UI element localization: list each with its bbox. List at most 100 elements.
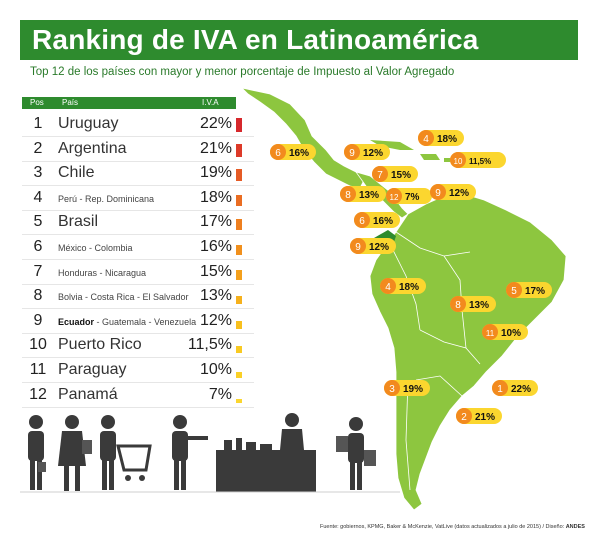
badge-rank-circle [380, 278, 396, 294]
table-row: 7 Honduras - Nicaragua 15% [22, 260, 254, 285]
rate-bar [236, 219, 242, 231]
badge-rank-circle [344, 144, 360, 160]
table-row: 6 México - Colombia 16% [22, 235, 254, 260]
badge-rank: 3 [389, 384, 395, 395]
badge-rank-circle [450, 152, 466, 168]
table-row: 11 Paraguay 10% [22, 358, 254, 383]
shoppers-svg [20, 413, 400, 493]
table-row: 5 Brasil 17% [22, 210, 254, 236]
map-badge: 6 16% [354, 212, 400, 228]
badge-rank-circle [350, 238, 366, 254]
map-badge: 12 7% [386, 188, 432, 204]
badge-rank-circle [418, 130, 434, 146]
south-america-shape [369, 193, 567, 511]
badge-rank-circle [340, 186, 356, 202]
cuba-shape [370, 140, 414, 150]
badge-rank: 8 [345, 190, 351, 201]
badge-rank: 7 [377, 170, 383, 181]
mexico-shape [240, 87, 365, 189]
row-country: Argentina [58, 139, 127, 157]
badge-rate: 11,5% [469, 157, 491, 166]
badge-rank-circle [450, 296, 466, 312]
badge-rate: 12% [449, 188, 469, 199]
row-rate: 16% [199, 238, 232, 255]
row-rate: 15% [199, 262, 232, 280]
map-badge: 8 13% [340, 186, 386, 202]
person-standing-icon [28, 415, 46, 490]
latam-map-svg: 6 16% 9 12%7 15%8 13% 12 7%4 18%10 11,5%9 12%6 16%9… [240, 87, 567, 511]
badge-rate: 22% [511, 384, 531, 395]
table-row: 3 Chile 19% [22, 161, 254, 187]
row-rate: 22% [199, 115, 232, 132]
map-badge: 2 21% [456, 408, 502, 424]
customer-at-counter-icon [172, 415, 208, 490]
cart-shopper-icon [100, 415, 152, 490]
map-badge: 6 16% [270, 144, 316, 160]
badge-rate: 13% [469, 300, 489, 311]
table-row: 10 Puerto Rico 11,5% [22, 333, 254, 359]
row-country: México - Colombia [58, 243, 133, 253]
row-position: 11 [29, 361, 47, 378]
badge-rank: 6 [359, 216, 365, 227]
map-badge: 4 18% [380, 278, 426, 294]
row-country: Bolvia - Costa Rica - El Salvador [58, 292, 189, 303]
row-rate: 10% [199, 361, 232, 378]
cashier-icon [280, 413, 304, 450]
badge-rank: 9 [349, 148, 355, 159]
page-title: Ranking de IVA en Latinoamérica [32, 24, 479, 55]
badge-rank: 10 [454, 157, 463, 166]
badge-rank-circle [506, 282, 522, 298]
badge-rank-circle [430, 184, 446, 200]
badge-rank: 12 [390, 193, 399, 202]
badge-rank: 11 [486, 329, 495, 338]
map-badge: 1 22% [492, 380, 538, 396]
map: 6 16% 9 12% 7 15% 8 13% 12 7% 4 18% 10 11,5% 9 12% 6 16% 9… [230, 80, 585, 520]
row-rate: 7% [208, 385, 232, 403]
badge-rank-circle [372, 166, 388, 182]
row-position: 6 [33, 238, 43, 255]
checkout-counter-icon [216, 438, 316, 492]
row-position: 3 [33, 164, 43, 182]
row-country: Brasil [58, 213, 99, 231]
row-country: Perú - Rep. Dominicana [58, 193, 155, 204]
row-position: 7 [33, 262, 43, 280]
source-brand: ANDES [565, 524, 585, 530]
row-rate: 12% [199, 311, 232, 329]
rate-bar [236, 194, 242, 206]
row-position: 9 [33, 311, 43, 329]
row-position: 5 [33, 213, 43, 231]
badge-rank: 4 [423, 134, 429, 145]
badge-rank: 6 [275, 148, 281, 159]
table-row: 4 Perú - Rep. Dominicana 18% [22, 186, 254, 211]
map-badge: 7 15% [372, 166, 418, 182]
row-position: 4 [33, 188, 43, 206]
puerto-rico-shape [444, 158, 452, 162]
table-row: 9 Ecuador - Guatemala - Venezuela 12% [22, 309, 254, 334]
badge-rate: 12% [369, 242, 389, 253]
header-pos: Pos [30, 98, 44, 107]
source-note: Fuente: gobiernos, KPMG, Baker & McKenzi… [320, 524, 585, 530]
subtitle: Top 12 de los países con mayor y menor p… [30, 66, 455, 78]
badge-rank-circle [456, 408, 472, 424]
badge-rate: 18% [399, 282, 419, 293]
shoppers-illustration [20, 410, 400, 510]
map-badge: 10 11,5% [450, 152, 506, 168]
badge-rank: 5 [511, 286, 517, 297]
row-country: Ecuador - Guatemala - Venezuela [58, 317, 196, 327]
map-badge: 9 12% [350, 238, 396, 254]
rate-bar [236, 245, 242, 255]
badge-rank: 4 [385, 282, 391, 293]
rate-bar [236, 320, 242, 329]
title-bar: Ranking de IVA en Latinoamérica [20, 20, 578, 60]
badge-rank-circle [270, 144, 286, 160]
badge-rate: 16% [373, 216, 393, 227]
row-position: 10 [29, 336, 47, 354]
rate-bar [236, 346, 242, 354]
badge-rate: 15% [391, 170, 411, 181]
row-country-bold: Ecuador [58, 316, 95, 327]
map-badge: 8 13% [450, 296, 496, 312]
badge-rank-circle [386, 188, 402, 204]
row-country-rest: - Guatemala - Venezuela [94, 316, 197, 327]
badge-rate: 16% [289, 148, 309, 159]
woman-shopper-icon [58, 415, 92, 491]
